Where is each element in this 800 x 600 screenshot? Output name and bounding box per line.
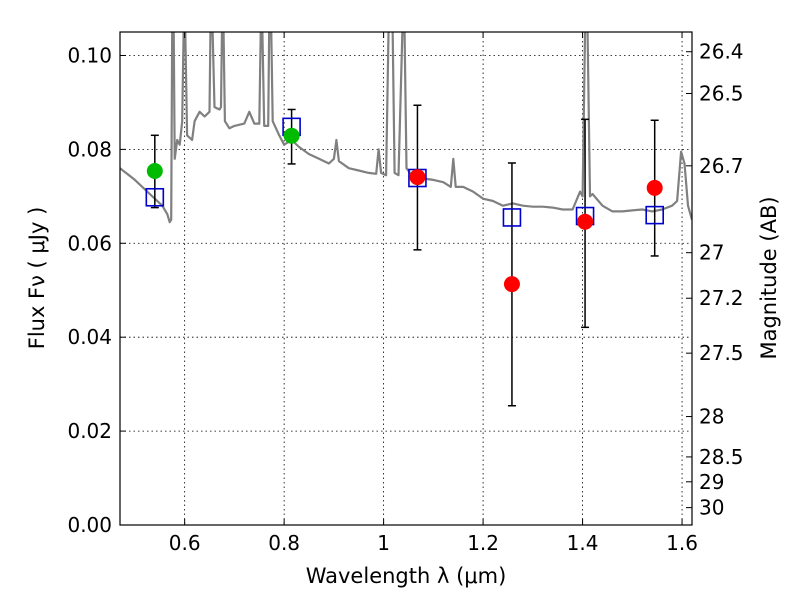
model-point (145, 187, 165, 207)
model-spectrum-line (120, 32, 692, 224)
observed-point (283, 127, 300, 144)
magnitude-tick-label: 27.2 (699, 286, 744, 310)
magnitude-tick-label: 28 (699, 405, 724, 429)
tick-marks (120, 32, 692, 526)
magnitude-tick-label: 26.5 (699, 82, 744, 106)
grid-lines (120, 32, 692, 525)
observed-point (409, 169, 426, 186)
observed-point (146, 162, 163, 179)
x-tick-label: 1.4 (567, 531, 599, 555)
y-tick-label: 0.00 (67, 513, 112, 537)
observed-point (503, 276, 520, 293)
magnitude-tick-label: 27.5 (699, 341, 744, 365)
x-tick-label: 0.8 (268, 531, 300, 555)
magnitude-tick-label: 27 (699, 241, 724, 265)
observed-point-layer (146, 127, 663, 293)
x-tick-label: 1.2 (467, 531, 499, 555)
magnitude-tick-label: 28.5 (699, 445, 744, 469)
plot-frame (119, 31, 693, 526)
magnitude-tick-label: 29 (699, 470, 724, 494)
model-point (645, 205, 664, 225)
x-tick-label: 0.6 (169, 531, 201, 555)
y-tick-label: 0.02 (67, 419, 112, 443)
observed-point (646, 179, 663, 196)
tick-labels: 0.6 0.8 1 1.2 1.4 1.6 0.00 0.02 0.04 0.06 0.08 0.10… (67, 40, 743, 555)
x-tick-label: 1 (377, 531, 390, 555)
y-axis-label-right: Magnitude (AB) (757, 196, 781, 359)
observed-point (577, 213, 594, 230)
magnitude-tick-label: 30 (699, 496, 724, 520)
y-tick-label: 0.08 (67, 137, 112, 161)
y-tick-label: 0.04 (67, 325, 112, 349)
magnitude-tick-label: 26.7 (699, 154, 744, 178)
magnitude-tick-label: 26.4 (699, 40, 744, 64)
y-tick-label: 0.10 (67, 43, 112, 67)
x-tick-label: 1.6 (666, 531, 698, 555)
y-axis-label-left: Flux Fν ( μJy ) (25, 207, 49, 350)
model-point (502, 208, 522, 227)
y-tick-label: 0.06 (67, 231, 112, 255)
x-axis-label: Wavelength λ (μm) (306, 564, 507, 588)
model-spectrum-layer (120, 32, 692, 224)
